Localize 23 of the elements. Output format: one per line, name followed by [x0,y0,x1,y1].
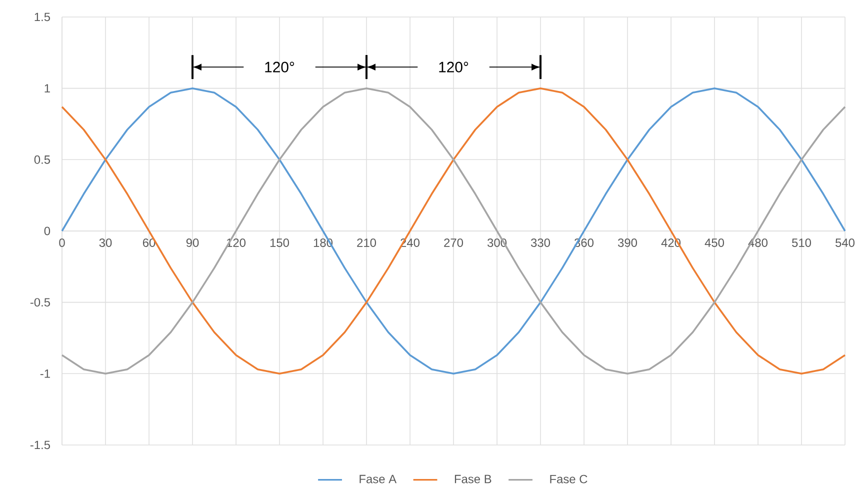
y-tick-label: -1.5 [30,440,50,450]
y-tick-label: 0.5 [34,155,50,164]
legend-label: Fase A [360,474,397,484]
x-tick-label: 90 [186,238,199,247]
x-tick-label: 330 [530,238,550,247]
legend-label: Fase B [454,474,492,484]
x-tick-label: 210 [357,238,376,247]
x-tick-label: 540 [836,238,855,247]
y-tick-label: 0 [44,226,50,236]
y-tick-label: 1.5 [34,12,50,22]
x-tick-label: 390 [618,238,638,247]
x-tick-label: 270 [444,238,464,247]
x-tick-label: 150 [270,238,290,247]
annotation: 120° [265,62,294,72]
x-tick-label: 0 [59,238,65,247]
annotation: 120° [439,62,468,72]
y-tick-label: -1 [40,370,50,378]
y-tick-label: 1 [44,84,50,92]
legend-label: Fase C [550,474,588,484]
x-tick-label: 510 [792,238,812,247]
y-tick-label: -0.5 [30,298,50,307]
x-tick-label: 30 [99,238,112,247]
x-tick-label: 450 [704,238,724,247]
